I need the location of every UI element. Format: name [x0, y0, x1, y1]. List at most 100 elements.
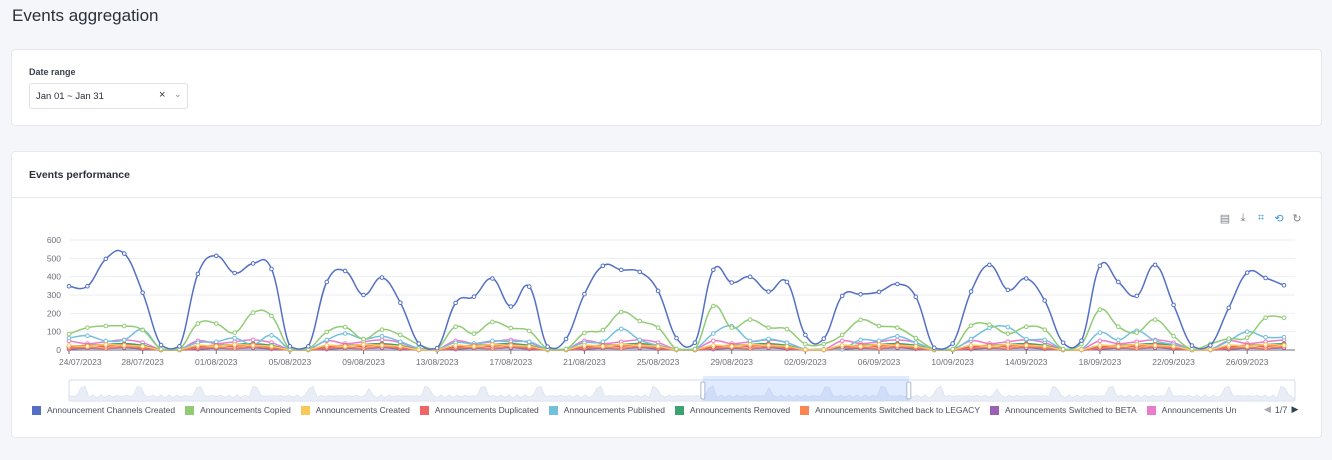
data-point: [711, 267, 716, 273]
data-point: [66, 331, 72, 337]
filters-card: Date range Jan 01 ~ Jan 31 × ⌄: [11, 49, 1322, 126]
data-point: [1189, 343, 1195, 348]
data-point: [361, 342, 366, 347]
data-point: [1005, 342, 1011, 347]
chevron-down-icon[interactable]: ⌄: [174, 89, 182, 99]
data-point: [784, 326, 790, 332]
legend-item[interactable]: Announcements Created: [300, 405, 410, 415]
legend-swatch: [419, 405, 429, 415]
data-point: [195, 271, 201, 277]
restore-icon[interactable]: ↻: [1292, 213, 1302, 225]
legend-item[interactable]: Announcements Copied: [185, 405, 291, 415]
data-point: [1171, 344, 1176, 349]
legend-swatch: [800, 405, 810, 415]
x-tick-label: 17/08/2023: [490, 357, 533, 367]
data-point: [398, 332, 403, 338]
data-point: [342, 324, 348, 330]
data-point: [747, 338, 753, 344]
data-point: [913, 294, 919, 300]
legend-label: Announcements Switched to BETA: [1005, 405, 1137, 415]
data-point: [913, 335, 919, 341]
data-zoom-handle[interactable]: [700, 381, 706, 400]
data-point: [1152, 338, 1158, 344]
legend-item[interactable]: Announcements Switched to BETA: [990, 405, 1137, 415]
data-point: [987, 322, 992, 327]
x-tick-label: 24/07/2023: [59, 357, 102, 367]
data-point: [968, 289, 974, 294]
legend-item[interactable]: Announcements Duplicated: [419, 405, 539, 415]
data-point: [600, 327, 606, 333]
data-point: [618, 267, 624, 273]
data-point: [692, 340, 698, 345]
clear-icon[interactable]: ×: [159, 89, 166, 101]
data-point: [1023, 336, 1029, 342]
legend-label: Announcements Un: [1161, 405, 1237, 415]
data-zoom-preview: [68, 385, 1296, 402]
data-point: [232, 330, 237, 335]
legend-prev-icon[interactable]: ◀: [1264, 404, 1271, 414]
save-image-icon[interactable]: ⤓: [1240, 212, 1246, 224]
legend-item[interactable]: Announcements Removed: [674, 405, 790, 415]
date-range-label: Date range: [29, 67, 76, 77]
data-point: [950, 341, 955, 346]
x-tick-label: 21/08/2023: [563, 357, 606, 367]
data-point: [398, 300, 403, 305]
x-tick-label: 01/08/2023: [195, 357, 238, 367]
data-point: [379, 327, 385, 332]
data-point: [711, 338, 716, 344]
data-point: [1226, 343, 1232, 348]
date-range-value: Jan 01 ~ Jan 31: [36, 91, 104, 102]
data-point: [766, 289, 771, 294]
data-point: [526, 284, 532, 289]
zoom-icon[interactable]: ⌗: [1257, 212, 1265, 224]
data-point: [66, 335, 72, 341]
data-zoom-window[interactable]: [702, 376, 909, 401]
x-tick-label: 13/08/2023: [416, 357, 459, 367]
data-point: [1263, 334, 1268, 340]
legend-next-icon[interactable]: ▶: [1291, 404, 1299, 414]
data-point: [931, 345, 937, 351]
data-point: [1171, 333, 1176, 339]
data-point: [526, 344, 532, 349]
data-point: [1023, 324, 1029, 330]
data-point: [913, 340, 919, 345]
data-point: [784, 340, 790, 345]
data-point: [950, 346, 955, 352]
x-tick-label: 05/08/2023: [269, 357, 312, 367]
data-point: [784, 279, 790, 285]
data-point: [1152, 317, 1158, 322]
x-tick-label: 14/09/2023: [1005, 357, 1048, 367]
legend-item[interactable]: Announcements Published: [548, 405, 665, 415]
data-point: [1079, 347, 1084, 352]
legend-item[interactable]: Announcements Switched back to LEGACY: [800, 405, 980, 415]
data-point: [803, 332, 808, 338]
legend-item[interactable]: Announcements Un: [1146, 405, 1237, 415]
data-point: [600, 263, 606, 269]
legend-item[interactable]: Announcement Channels Created: [32, 405, 175, 415]
data-point: [416, 341, 422, 346]
data-view-icon[interactable]: ▤: [1219, 213, 1231, 225]
data-point: [1244, 270, 1250, 275]
legend-label: Announcement Channels Created: [47, 405, 176, 415]
data-point: [655, 288, 661, 294]
data-point: [306, 344, 311, 349]
data-point: [398, 339, 403, 345]
data-point: [600, 339, 606, 345]
data-point: [1281, 282, 1287, 288]
data-point: [287, 344, 293, 349]
date-range-select[interactable]: Jan 01 ~ Jan 31 × ⌄: [29, 83, 188, 109]
data-point: [839, 332, 845, 338]
data-point: [103, 342, 109, 347]
data-point: [692, 346, 698, 352]
data-point: [1134, 330, 1140, 335]
data-point: [1079, 338, 1084, 343]
data-point: [1060, 340, 1066, 345]
data-point: [987, 344, 992, 349]
data-point: [471, 344, 477, 349]
data-zoom-handle[interactable]: [906, 381, 912, 400]
data-point: [232, 270, 237, 276]
zoom-reset-icon[interactable]: ⟲: [1274, 213, 1284, 225]
data-point: [103, 338, 109, 344]
x-tick-label: 26/09/2023: [1226, 357, 1269, 367]
data-point: [177, 344, 182, 349]
